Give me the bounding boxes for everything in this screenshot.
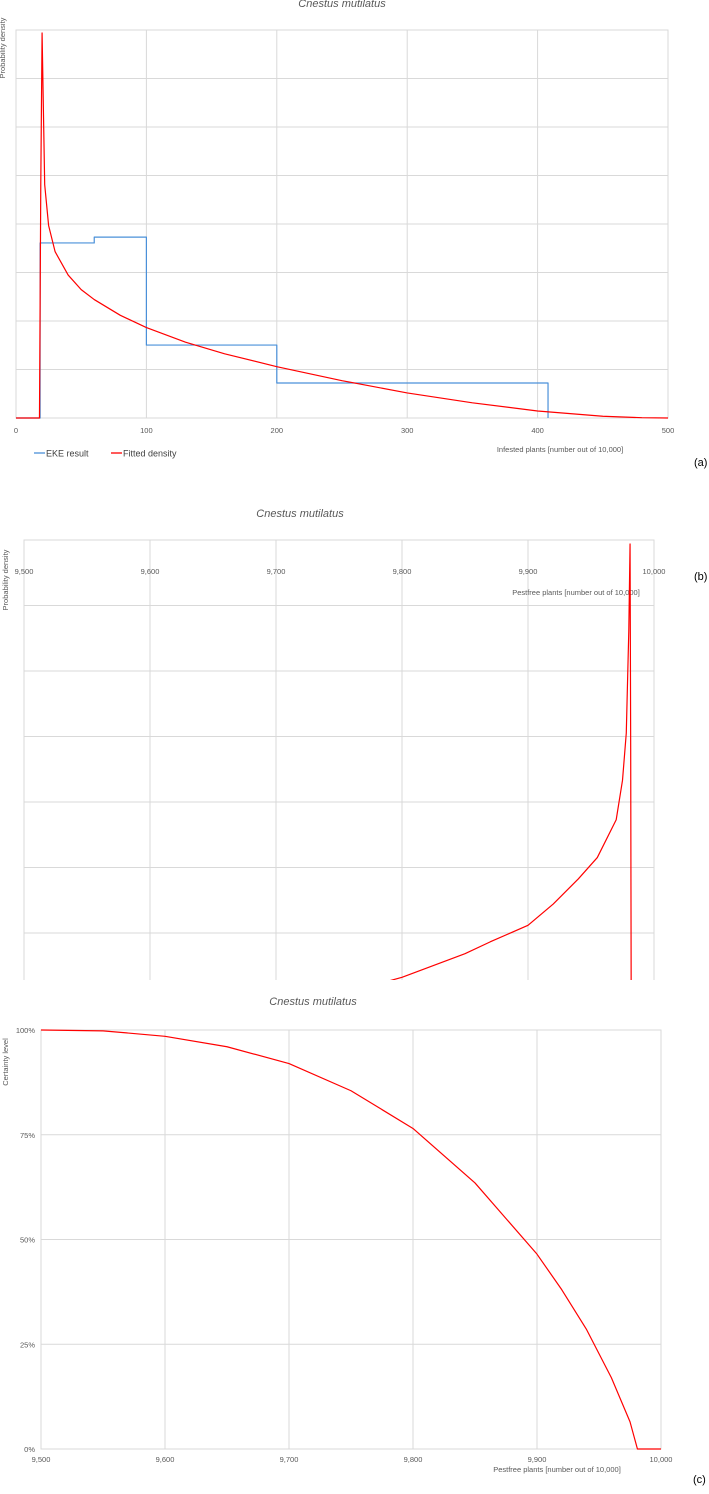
legend-label-eke-result: EKE result bbox=[46, 449, 89, 459]
chart-a-y-axis-label: Probability density bbox=[0, 17, 7, 78]
y-tick-label: 50% bbox=[20, 1236, 35, 1245]
plot-frame bbox=[15, 29, 669, 419]
chart-a-title: Cnestus mutilatus bbox=[298, 0, 386, 10]
chart-c-grid bbox=[40, 1029, 662, 1450]
x-tick-label: 9,500 bbox=[32, 1455, 51, 1464]
x-tick-label: 10,000 bbox=[650, 1455, 673, 1464]
x-tick-label: 500 bbox=[662, 426, 675, 435]
chart-a-grid bbox=[15, 29, 669, 419]
series-line-certainty bbox=[40, 1029, 661, 1450]
x-tick-label: 300 bbox=[401, 426, 414, 435]
y-tick-label: 25% bbox=[20, 1340, 35, 1349]
chart-b-y-axis-label: Probability density bbox=[1, 549, 10, 610]
chart-b-svg: Cnestus mutilatus 9,500 9,600 9,700 9,800 9,9… bbox=[1, 508, 707, 980]
plot-frame bbox=[40, 1029, 662, 1450]
chart-b-title: Cnestus mutilatus bbox=[256, 508, 344, 520]
x-tick-label: 200 bbox=[271, 426, 284, 435]
chart-a-x-axis-label: Infested plants [number out of 10,000] bbox=[497, 445, 623, 454]
y-tick-label: 0% bbox=[24, 1445, 35, 1454]
chart-panel-b: Cnestus mutilatus 9,500 9,600 9,700 9,800 9,9… bbox=[0, 500, 709, 980]
chart-b-x-axis-label: Pestfree plants [number out of 10,000] bbox=[512, 588, 640, 597]
chart-b-grid bbox=[23, 539, 655, 980]
x-tick-label: 0 bbox=[14, 426, 18, 435]
chart-a-svg: Cnestus mutilatus 0 100 200 300 400 500 Infeste… bbox=[0, 0, 707, 469]
x-tick-label: 9,800 bbox=[393, 567, 412, 576]
y-tick-label: 75% bbox=[20, 1131, 35, 1140]
y-tick-label: 100% bbox=[16, 1026, 36, 1035]
chart-c-title: Cnestus mutilatus bbox=[269, 996, 357, 1008]
x-tick-label: 9,500 bbox=[15, 567, 34, 576]
plot-frame bbox=[23, 539, 655, 980]
x-tick-label: 9,800 bbox=[404, 1455, 423, 1464]
legend-label-fitted-density: Fitted density bbox=[123, 449, 177, 459]
chart-a-legend: EKE result Fitted density bbox=[34, 449, 177, 459]
x-tick-label: 9,700 bbox=[267, 567, 286, 576]
series-line-eke-result bbox=[16, 236, 549, 419]
chart-c-panel-tag: (c) bbox=[693, 1474, 706, 1486]
series-line-fitted-density bbox=[390, 543, 632, 980]
chart-c-svg: Cnestus mutilatus 9,500 9,600 9,700 9,800 9,9… bbox=[1, 996, 706, 1486]
chart-panel-c: Cnestus mutilatus 9,500 9,600 9,700 9,800 9,9… bbox=[0, 992, 709, 1494]
x-tick-label: 9,600 bbox=[141, 567, 160, 576]
x-tick-label: 100 bbox=[140, 426, 153, 435]
chart-b-panel-tag: (b) bbox=[694, 571, 707, 583]
x-tick-label: 9,700 bbox=[280, 1455, 299, 1464]
chart-c-x-axis-label: Pestfree plants [number out of 10,000] bbox=[493, 1465, 621, 1474]
x-tick-label: 400 bbox=[531, 426, 544, 435]
series-line-fitted-density bbox=[16, 32, 669, 419]
x-tick-label: 10,000 bbox=[643, 567, 666, 576]
chart-c-y-axis-label: Certainty level bbox=[1, 1038, 10, 1086]
x-tick-label: 9,900 bbox=[528, 1455, 547, 1464]
chart-panel-a: Cnestus mutilatus 0 100 200 300 400 500 Infeste… bbox=[0, 0, 709, 470]
chart-a-panel-tag: (a) bbox=[694, 457, 707, 469]
x-tick-label: 9,600 bbox=[156, 1455, 175, 1464]
x-tick-label: 9,900 bbox=[519, 567, 538, 576]
